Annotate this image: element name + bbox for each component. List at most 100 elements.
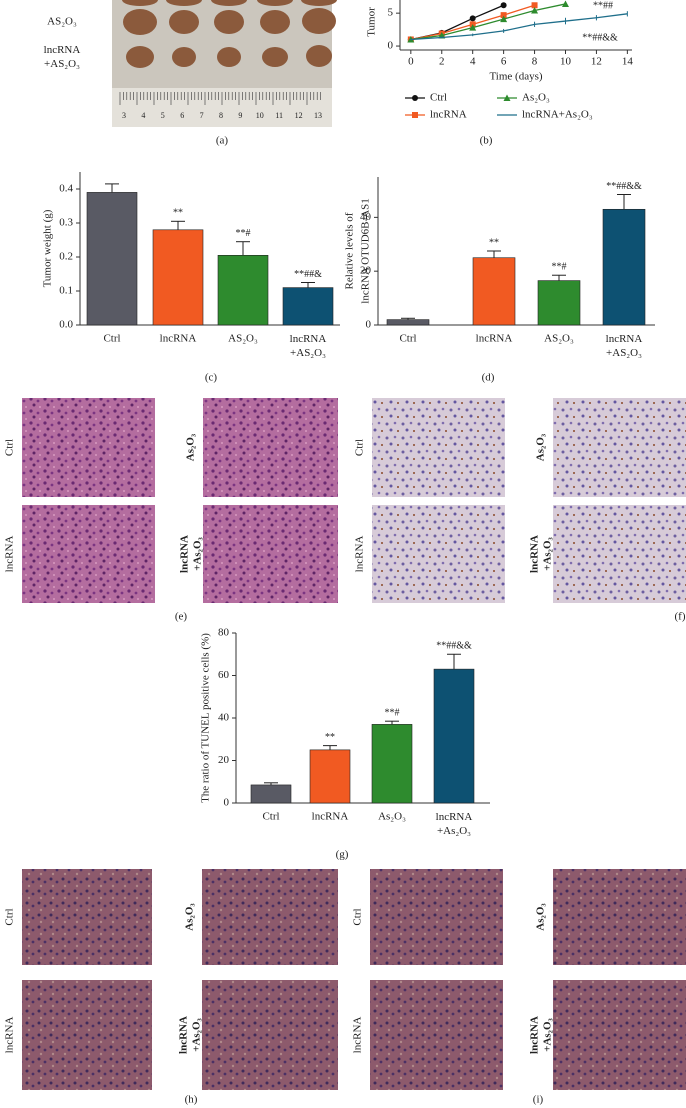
legend-label: Ctrl (430, 92, 447, 104)
micrograph-label: lncRNA+As₂O₃ (528, 535, 553, 573)
x-tick-label: 2 (439, 56, 445, 68)
micrograph-label-group: Ctrl (352, 908, 364, 925)
ruler-number: 9 (238, 111, 242, 120)
y-tick-label: 0.0 (59, 319, 73, 331)
bar (309, 749, 351, 804)
x-tick-label: 10 (560, 56, 572, 68)
micrograph-label-group: lncRNA (354, 536, 366, 573)
micrograph-label: As₂O₃ (185, 433, 197, 461)
micrograph (553, 869, 686, 965)
x-tick-label: Ctrl (262, 811, 279, 823)
legend-marker (503, 94, 511, 101)
x-tick-label: Ctrl (103, 333, 120, 345)
legend-label: As₂O₃ (522, 92, 550, 104)
y-tick-label: 5 (388, 7, 394, 19)
panel-label: (d) (482, 372, 495, 384)
micrograph-label: Ctrl (352, 908, 364, 925)
marker (469, 15, 476, 22)
y-axis-label: Tumor (366, 7, 378, 37)
y-tick-label: 20 (360, 265, 372, 277)
marker (531, 2, 538, 9)
marker (531, 7, 539, 14)
micrograph-label: lncRNA (354, 536, 366, 573)
tumors (122, 0, 337, 68)
panel-label: (c) (205, 372, 218, 384)
micrograph (203, 398, 338, 497)
x-tick-label: 8 (532, 56, 538, 68)
ruler-number: 6 (180, 111, 184, 120)
panel-label: (i) (533, 1094, 544, 1106)
series-line (410, 3, 566, 41)
micrograph (22, 869, 152, 965)
panel-label: (h) (185, 1094, 198, 1106)
bar (386, 319, 430, 326)
micrograph-label: lncRNA (352, 1017, 364, 1054)
significance: **##&& (582, 32, 618, 43)
row-label: AS₂O₃ (47, 16, 77, 28)
x-tick-label: As₂O₃ (378, 811, 406, 823)
panel-label: (b) (480, 135, 493, 147)
micrograph-label-group: Ctrl (4, 439, 16, 456)
x-tick-label: 6 (501, 56, 507, 68)
ruler-number: 11 (275, 111, 283, 120)
micrograph (22, 980, 152, 1090)
micrograph (203, 505, 338, 603)
x-tick-label: Ctrl (399, 333, 416, 345)
y-tick-label: 40 (360, 211, 372, 223)
micrograph-label-group: As₂O₃ (184, 903, 196, 931)
y-tick-label: 40 (218, 712, 230, 724)
y-tick-label: 0 (224, 797, 230, 809)
series-line (410, 13, 628, 41)
y-tick-label: 20 (218, 754, 230, 766)
legend-marker (412, 112, 418, 118)
marker (561, 0, 569, 7)
bar (86, 192, 138, 326)
bar (602, 208, 646, 326)
row-label: lncRNA +AS₂O₃ (44, 44, 81, 70)
micrograph-label: lncRNA+As₂O₃ (177, 1016, 202, 1054)
plot-area (407, 0, 628, 43)
micrograph-label-group: As₂O₃ (535, 903, 547, 931)
y-tick-label: 0.3 (59, 217, 73, 229)
x-tick-label: AS₂O₃ (228, 333, 258, 345)
micrograph (553, 398, 686, 497)
ruler-number: 5 (161, 111, 165, 120)
bar (472, 257, 516, 326)
y-axis-label: The ratio of TUNEL positive cells (%) (200, 633, 212, 803)
panel-label: (e) (175, 611, 188, 623)
micrograph-label: lncRNA+As₂O₃ (178, 535, 203, 573)
micrograph (370, 869, 503, 965)
significance: **## (593, 0, 613, 11)
marker (500, 15, 508, 23)
significance: ** (489, 237, 499, 248)
micrograph-label: Ctrl (4, 439, 16, 456)
x-tick-label: AS₂O₃ (544, 333, 574, 345)
y-tick-label: 80 (218, 627, 230, 639)
y-tick-label: 0 (388, 40, 394, 52)
micrograph-label-group: Ctrl (354, 439, 366, 456)
micrograph-label: Ctrl (4, 908, 16, 925)
marker (500, 2, 507, 9)
x-tick-label: 12 (591, 56, 602, 68)
significance: **##& (294, 269, 322, 280)
y-tick-label: 0.4 (59, 183, 73, 195)
x-tick-label: lncRNA +AS₂O₃ (290, 333, 327, 359)
micrograph-label: lncRNA (4, 1017, 16, 1054)
ruler-number: 7 (200, 111, 204, 120)
panel-label: (f) (675, 611, 686, 623)
significance: **##&& (436, 641, 472, 652)
x-tick-label: 0 (408, 56, 414, 68)
panel-label: (a) (216, 135, 229, 147)
x-tick-label: lncRNA (160, 333, 197, 345)
significance: ** (325, 732, 335, 743)
micrograph (22, 505, 155, 603)
ruler-number: 3 (122, 111, 126, 120)
micrograph-label: As₂O₃ (184, 903, 196, 931)
y-tick-label: 60 (218, 669, 230, 681)
ruler-number: 10 (256, 111, 264, 120)
micrograph (202, 869, 338, 965)
ruler-number: 13 (314, 111, 322, 120)
micrograph (372, 505, 505, 603)
y-axis-label: Relative levels of (344, 212, 356, 289)
bar (371, 724, 413, 804)
